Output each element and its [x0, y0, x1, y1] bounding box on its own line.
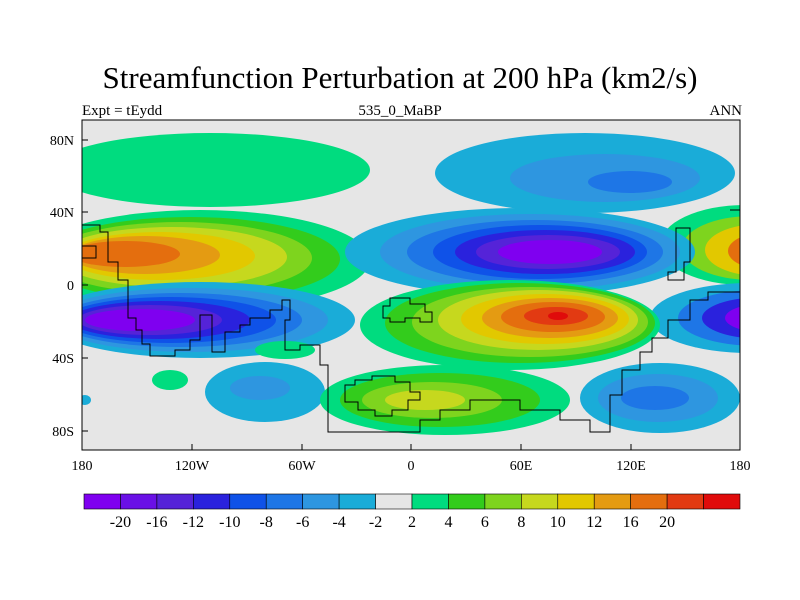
lat-label-80n: 80N — [50, 134, 74, 149]
colorbar-swatch — [229, 493, 267, 510]
colorbar-label: -16 — [146, 514, 167, 531]
colorbar-swatch — [375, 493, 413, 510]
low-north-polar — [435, 133, 735, 213]
map-title: Streamfunction Perturbation at 200 hPa (… — [102, 60, 698, 95]
colorbar-label: 12 — [586, 514, 602, 531]
colorbar-label: -6 — [296, 514, 309, 531]
high-south-atlantic — [320, 365, 570, 435]
lon-ticks: 180 120W 60W 0 60E 120E 180 — [72, 444, 751, 474]
lat-label-80s: 80S — [52, 425, 74, 440]
colorbar-label: 20 — [659, 514, 675, 531]
period-label: ANN — [709, 103, 743, 119]
southern-continent-outline — [82, 224, 740, 433]
colorbar-swatch — [411, 493, 449, 510]
indian-fragment-outline — [382, 297, 433, 323]
colorbar-swatch — [265, 493, 303, 510]
colorbar-swatch — [302, 493, 340, 510]
colorbar-swatch — [666, 493, 704, 510]
colorbar-swatch — [448, 493, 486, 510]
colorbar-label: 6 — [481, 514, 489, 531]
lon-label-0: 0 — [408, 459, 415, 474]
colorbar-swatch — [703, 493, 741, 510]
lon-label-60e: 60E — [510, 459, 533, 474]
east-fragment-outline — [667, 227, 691, 281]
low-southwest-pacific — [580, 363, 740, 433]
lat-label-0: 0 — [67, 279, 74, 294]
colorbar-label: -4 — [332, 514, 345, 531]
colorbar-swatch — [484, 493, 522, 510]
low-south-pacific — [82, 282, 355, 358]
low-south-subpolar — [205, 362, 325, 422]
lon-label-120w: 120W — [175, 459, 210, 474]
colorbar-swatch — [630, 493, 668, 510]
lon-label-120e: 120E — [616, 459, 646, 474]
colorbar-label: 2 — [408, 514, 416, 531]
colorbar-label: 8 — [517, 514, 525, 531]
low-north-asia — [345, 208, 695, 296]
high-north-polar-pacific — [82, 133, 370, 207]
colorbar-label: -12 — [183, 514, 204, 531]
lat-label-40s: 40S — [52, 352, 74, 367]
colorbar-label: -8 — [260, 514, 273, 531]
colorbar: -20 -16 -12 -10 -8 -6 -4 -2 2 4 6 8 10 12 16 20 — [83, 493, 741, 531]
landmass-west-edge — [82, 245, 97, 259]
lon-label-180w: 180 — [72, 459, 93, 474]
colorbar-swatch — [120, 493, 158, 510]
lat-label-40n: 40N — [50, 206, 74, 221]
colorbar-label: -20 — [110, 514, 131, 531]
colorbar-label: 16 — [623, 514, 639, 531]
lon-label-60w: 60W — [288, 459, 316, 474]
high-indian-ocean — [360, 280, 660, 370]
colorbar-label: -10 — [219, 514, 240, 531]
colorbar-swatch — [156, 493, 194, 510]
colorbar-swatch — [338, 493, 376, 510]
contour-fill — [82, 120, 740, 450]
experiment-label: Expt = tEydd — [82, 103, 163, 119]
continent-outlines — [82, 209, 740, 433]
colorbar-swatch — [83, 493, 121, 510]
colorbar-swatch — [193, 493, 231, 510]
antarctic-fragment-outline — [344, 375, 421, 417]
colorbar-label: 4 — [444, 514, 452, 531]
case-label: 535_0_MaBP — [358, 103, 442, 119]
lat-ticks: 80N 40N 0 40S 80S — [50, 134, 88, 440]
colorbar-label: 10 — [550, 514, 566, 531]
colorbar-swatch — [557, 493, 595, 510]
lon-label-180e: 180 — [730, 459, 751, 474]
low-south-pacific-wrap — [650, 283, 740, 353]
colorbar-swatch — [521, 493, 559, 510]
colorbar-label: -2 — [369, 514, 382, 531]
colorbar-swatch — [593, 493, 631, 510]
